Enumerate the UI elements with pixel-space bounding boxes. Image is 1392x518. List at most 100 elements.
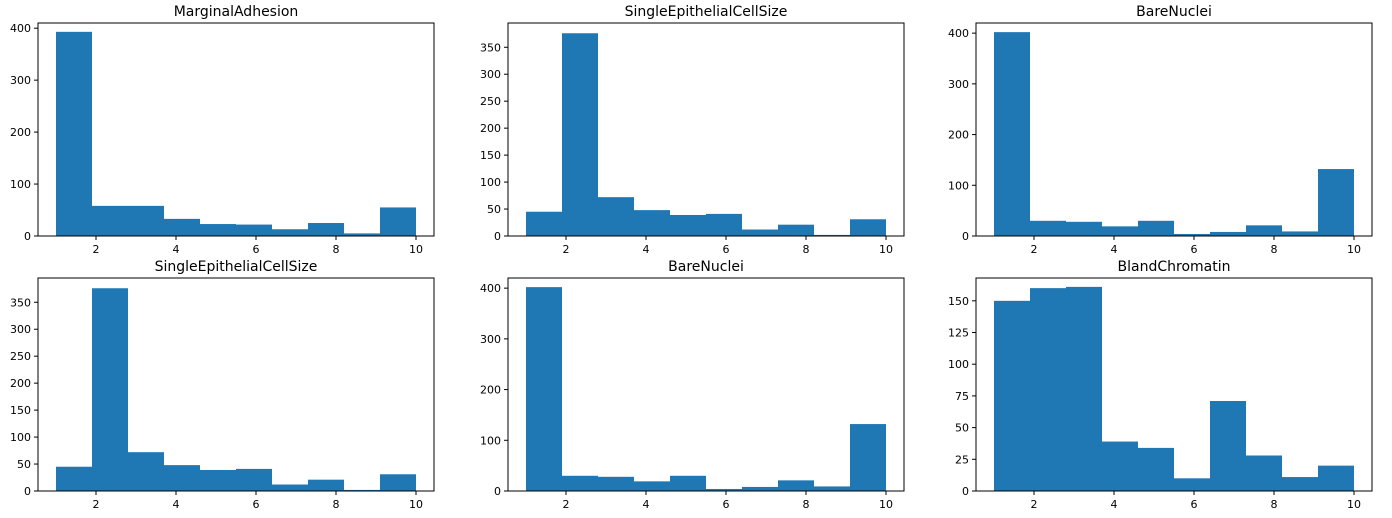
axes-frame <box>507 22 905 237</box>
x-tick-label: 4 <box>173 243 180 256</box>
y-tick-label: 100 <box>10 178 31 191</box>
y-tick-label: 50 <box>17 458 31 471</box>
x-tick-label: 8 <box>1271 498 1278 511</box>
histogram-bar <box>706 213 742 236</box>
histogram-bar <box>1030 220 1066 236</box>
y-tick-label: 0 <box>494 485 501 498</box>
histogram-bar <box>272 484 308 491</box>
y-tick-label: 100 <box>948 179 969 192</box>
histogram-bar <box>1246 225 1282 236</box>
x-tick-label: 4 <box>1111 243 1118 256</box>
histogram-bar <box>994 300 1030 491</box>
x-tick-label: 4 <box>643 243 650 256</box>
x-tick-label: 4 <box>643 498 650 511</box>
histogram-bar <box>56 31 92 236</box>
histogram-bar <box>1102 441 1138 491</box>
y-tick-label: 400 <box>10 22 31 35</box>
chart-title: BareNuclei <box>1136 4 1212 20</box>
histogram-bar <box>1066 286 1102 492</box>
y-tick-label: 200 <box>480 122 501 135</box>
x-tick-label: 8 <box>333 498 340 511</box>
histogram-bar <box>634 210 670 236</box>
histogram-bar <box>598 476 634 491</box>
histogram-bar <box>1318 169 1354 236</box>
histogram-bar <box>634 481 670 491</box>
histogram-bar <box>236 468 272 491</box>
y-tick-label: 250 <box>480 95 501 108</box>
y-tick-label: 100 <box>948 358 969 371</box>
x-tick-label: 8 <box>803 243 810 256</box>
chart-title: BareNuclei <box>668 259 744 275</box>
histogram-bar <box>1210 400 1246 491</box>
histogram-bar <box>272 229 308 236</box>
y-tick-label: 200 <box>480 384 501 397</box>
histogram-bar <box>562 475 598 491</box>
x-tick-label: 10 <box>409 243 423 256</box>
y-tick-label: 100 <box>480 176 501 189</box>
x-tick-label: 6 <box>253 243 260 256</box>
y-tick-label: 100 <box>480 434 501 447</box>
histogram-bar <box>526 211 562 236</box>
histogram-bar <box>1138 447 1174 491</box>
histogram-bar <box>1066 221 1102 236</box>
x-tick-label: 10 <box>879 498 893 511</box>
histogram-bar <box>92 205 128 236</box>
x-tick-label: 6 <box>723 243 730 256</box>
y-tick-label: 200 <box>948 129 969 142</box>
axes-frame <box>37 277 435 492</box>
y-tick-label: 200 <box>10 126 31 139</box>
x-tick-label: 10 <box>409 498 423 511</box>
axes-frame <box>37 22 435 237</box>
chart-title: SingleEpithelialCellSize <box>155 259 318 275</box>
y-tick-label: 250 <box>10 350 31 363</box>
y-tick-label: 100 <box>10 431 31 444</box>
histogram-bar <box>526 287 562 491</box>
histogram-bar <box>814 234 850 236</box>
histogram-bar <box>778 224 814 236</box>
x-tick-label: 4 <box>1111 498 1118 511</box>
x-tick-label: 6 <box>253 498 260 511</box>
histogram-bar <box>200 224 236 236</box>
y-tick-label: 150 <box>948 295 969 308</box>
histogram-bar <box>670 214 706 236</box>
y-tick-label: 75 <box>955 390 969 403</box>
x-tick-label: 6 <box>1191 243 1198 256</box>
chart-title: MarginalAdhesion <box>174 4 299 20</box>
histogram-bar <box>1174 478 1210 491</box>
histogram-panel-2: 2 4 6 8 10050100150200250300350SingleEpithel… <box>480 4 905 256</box>
axes-frame <box>507 277 905 492</box>
y-tick-label: 300 <box>948 78 969 91</box>
x-tick-label: 6 <box>1191 498 1198 511</box>
histogram-bar <box>1318 465 1354 491</box>
histogram-bar <box>380 207 416 236</box>
histogram-bar <box>1282 477 1318 491</box>
x-tick-label: 8 <box>1271 243 1278 256</box>
histogram-bar <box>92 288 128 491</box>
x-tick-label: 2 <box>93 498 100 511</box>
y-tick-label: 350 <box>480 41 501 54</box>
y-tick-label: 400 <box>948 27 969 40</box>
x-tick-label: 2 <box>563 243 570 256</box>
histogram-bar <box>128 205 164 236</box>
histogram-bar <box>236 224 272 236</box>
histogram-bar <box>1102 226 1138 236</box>
histogram-bar <box>562 33 598 236</box>
y-tick-label: 50 <box>955 422 969 435</box>
y-tick-label: 150 <box>480 149 501 162</box>
x-tick-label: 10 <box>879 243 893 256</box>
x-tick-label: 8 <box>333 243 340 256</box>
x-tick-label: 10 <box>1347 498 1361 511</box>
y-tick-label: 25 <box>955 453 969 466</box>
histogram-panel-4: 2 4 6 8 10050100150200250300350SingleEpithel… <box>10 259 435 511</box>
y-tick-label: 300 <box>10 323 31 336</box>
histogram-bar <box>164 465 200 491</box>
histogram-bar <box>1030 288 1066 491</box>
histogram-bar <box>742 229 778 236</box>
histogram-bar <box>706 488 742 491</box>
y-tick-label: 0 <box>962 485 969 498</box>
y-tick-label: 0 <box>24 485 31 498</box>
axes-frame <box>975 277 1373 492</box>
